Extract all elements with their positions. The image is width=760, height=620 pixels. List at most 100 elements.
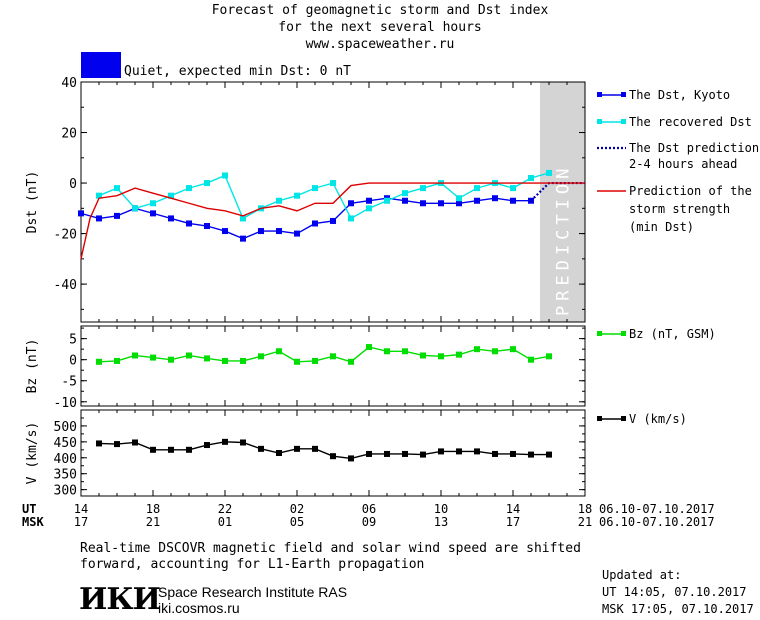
data-point — [474, 185, 480, 192]
data-point — [474, 448, 480, 455]
updated-title: Updated at: — [602, 568, 682, 582]
status-label: Quiet, expected min Dst: 0 nT — [124, 64, 351, 79]
data-point — [312, 445, 318, 452]
data-point — [258, 353, 264, 360]
data-point — [438, 200, 444, 207]
data-point — [528, 356, 534, 363]
ut-date-range: 06.10-07.10.2017 — [599, 502, 715, 516]
series-line — [98, 441, 549, 460]
msk-axis-label: MSK — [22, 515, 44, 529]
msk-tick-label: 17 — [505, 515, 521, 529]
data-point — [546, 451, 552, 458]
data-point — [294, 230, 300, 237]
ut-tick-label: 06 — [361, 502, 377, 516]
data-point — [510, 450, 516, 457]
data-point — [510, 197, 516, 204]
chart-title: Forecast of geomagnetic storm and Dst in… — [211, 3, 549, 18]
legend-dst-kyoto-glyph-marker — [621, 92, 626, 97]
data-point — [132, 205, 138, 212]
data-point — [312, 185, 318, 192]
y-tick-label: 400 — [54, 452, 77, 467]
data-point — [456, 351, 462, 358]
data-point — [456, 448, 462, 455]
data-point — [204, 442, 210, 449]
ut-axis-label: UT — [22, 502, 37, 516]
site-url: www.spaceweather.ru — [305, 37, 455, 52]
ut-tick-label: 10 — [433, 502, 449, 516]
data-point — [168, 215, 174, 222]
data-point — [132, 439, 138, 446]
ut-tick-label: 14 — [73, 502, 89, 516]
data-point — [258, 445, 264, 452]
legend-bz: Bz (nT, GSM) — [629, 327, 716, 341]
msk-tick-label: 13 — [433, 515, 449, 529]
data-point — [546, 169, 552, 176]
y-tick-label: 300 — [54, 484, 77, 499]
data-point — [186, 185, 192, 192]
institute-url[interactable]: iki.cosmos.ru — [158, 600, 240, 616]
msk-tick-label: 17 — [73, 515, 89, 529]
data-point — [186, 352, 192, 359]
data-point — [276, 450, 282, 456]
series-line — [80, 182, 585, 259]
data-point — [330, 453, 336, 460]
prediction-band-label: PREDICTION — [554, 164, 574, 316]
data-point — [366, 205, 372, 212]
panel-frame — [80, 409, 586, 497]
data-point — [384, 348, 390, 355]
y-tick-label: 5 — [69, 333, 77, 348]
data-point — [294, 445, 300, 452]
data-point — [240, 215, 246, 222]
legend-dst-kyoto: The Dst, Kyoto — [629, 88, 731, 102]
data-point — [222, 438, 228, 445]
data-point — [402, 190, 408, 197]
series-line — [98, 346, 550, 363]
data-point — [204, 223, 210, 229]
ut-tick-label: 22 — [217, 502, 233, 516]
msk-tick-label: 21 — [145, 515, 161, 529]
legend-v-glyph-marker — [597, 416, 602, 421]
y-tick-label: -40 — [54, 278, 77, 293]
data-point — [474, 346, 480, 353]
data-point — [348, 215, 354, 222]
data-point — [492, 195, 498, 202]
data-point — [474, 197, 480, 204]
data-point — [402, 450, 408, 457]
data-point — [294, 358, 300, 365]
legend-bz-glyph-marker — [597, 331, 602, 336]
legend-dst-recovered-glyph-marker — [621, 119, 626, 124]
data-point — [510, 346, 516, 353]
legend-dst-prediction-2: 2-4 hours ahead — [629, 157, 738, 171]
data-point — [420, 200, 426, 207]
ut-tick-label: 14 — [505, 502, 521, 516]
data-point — [438, 448, 444, 455]
data-point — [96, 440, 102, 447]
updated-msk: MSK 17:05, 07.10.2017 — [602, 602, 754, 616]
legend-storm-1: Prediction of the — [629, 184, 752, 198]
y-axis-label: Bz (nT) — [25, 339, 40, 394]
data-point — [492, 450, 498, 457]
data-point — [168, 192, 174, 199]
ut-tick-label: 18 — [145, 502, 161, 516]
status-swatch — [81, 52, 121, 78]
chart-subtitle: for the next several hours — [278, 20, 482, 35]
y-tick-label: -5 — [61, 375, 77, 390]
prediction-band — [540, 82, 585, 322]
data-point — [312, 357, 318, 364]
legend-storm-2: storm strength — [629, 202, 731, 216]
data-point — [276, 228, 282, 235]
data-point — [366, 344, 372, 351]
legend-dst-recovered: The recovered Dst — [629, 115, 752, 129]
institute-name: Space Research Institute RAS — [158, 584, 348, 600]
data-point — [384, 450, 390, 457]
y-axis-label: V (km/s) — [25, 422, 40, 485]
iki-logo: ИКИ — [79, 582, 161, 617]
data-point — [510, 185, 516, 192]
msk-tick-label: 09 — [361, 515, 377, 529]
data-point — [348, 358, 354, 365]
data-point — [366, 450, 372, 457]
data-point — [240, 439, 246, 446]
updated-ut: UT 14:05, 07.10.2017 — [602, 585, 747, 599]
ut-tick-label: 02 — [289, 502, 305, 516]
data-point — [150, 354, 156, 361]
